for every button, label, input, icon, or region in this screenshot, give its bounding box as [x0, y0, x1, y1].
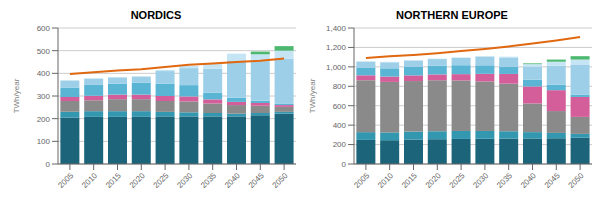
svg-text:2015: 2015 — [104, 171, 123, 190]
svg-text:TWh/year: TWh/year — [308, 78, 317, 113]
svg-text:200: 200 — [333, 140, 347, 149]
svg-text:100: 100 — [37, 137, 51, 146]
svg-text:2025: 2025 — [448, 171, 467, 190]
svg-text:2015: 2015 — [400, 171, 419, 190]
svg-text:2030: 2030 — [175, 171, 194, 190]
svg-text:2005: 2005 — [352, 171, 371, 190]
svg-text:200: 200 — [37, 115, 51, 124]
svg-text:2050: 2050 — [271, 171, 290, 190]
svg-text:800: 800 — [333, 82, 347, 91]
svg-text:2035: 2035 — [495, 171, 514, 190]
svg-text:2005: 2005 — [56, 171, 75, 190]
svg-text:2050: 2050 — [567, 171, 586, 190]
svg-text:1,000: 1,000 — [326, 63, 347, 72]
svg-text:2010: 2010 — [376, 171, 395, 190]
svg-text:2045: 2045 — [247, 171, 266, 190]
svg-text:2025: 2025 — [152, 171, 171, 190]
svg-text:300: 300 — [37, 92, 51, 101]
svg-text:2040: 2040 — [519, 171, 538, 190]
svg-text:2030: 2030 — [471, 171, 490, 190]
svg-text:2040: 2040 — [223, 171, 242, 190]
svg-text:1,400: 1,400 — [326, 24, 347, 33]
svg-text:2045: 2045 — [543, 171, 562, 190]
svg-text:400: 400 — [333, 121, 347, 130]
html-text:NORDICS: NORDICS — [130, 9, 182, 21]
svg-text:0: 0 — [342, 160, 347, 169]
svg-text:600: 600 — [37, 24, 51, 33]
svg-text:400: 400 — [37, 69, 51, 78]
svg-text:0: 0 — [46, 160, 51, 169]
html-text:NORTHERN EUROPE: NORTHERN EUROPE — [396, 9, 508, 21]
svg-text:2020: 2020 — [424, 171, 443, 190]
svg-text:2010: 2010 — [80, 171, 99, 190]
svg-text:TWh/year: TWh/year — [12, 78, 21, 113]
svg-text:1,200: 1,200 — [326, 43, 347, 52]
svg-text:500: 500 — [37, 47, 51, 56]
svg-text:600: 600 — [333, 102, 347, 111]
svg-text:2020: 2020 — [128, 171, 147, 190]
svg-text:2035: 2035 — [199, 171, 218, 190]
